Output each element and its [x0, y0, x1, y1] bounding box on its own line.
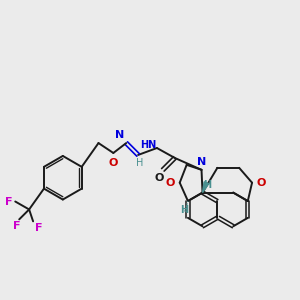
Text: H: H	[136, 158, 144, 168]
Text: F: F	[14, 221, 21, 231]
Text: O: O	[109, 158, 118, 168]
Text: O: O	[256, 178, 266, 188]
Text: HN: HN	[140, 140, 156, 150]
Text: N: N	[115, 130, 124, 140]
Text: O: O	[165, 178, 175, 188]
Text: O: O	[154, 173, 164, 183]
Text: H: H	[203, 180, 211, 190]
Text: N: N	[197, 157, 206, 167]
Polygon shape	[202, 182, 209, 193]
Text: F: F	[5, 196, 12, 206]
Text: H: H	[180, 205, 188, 215]
Text: F: F	[35, 223, 43, 233]
